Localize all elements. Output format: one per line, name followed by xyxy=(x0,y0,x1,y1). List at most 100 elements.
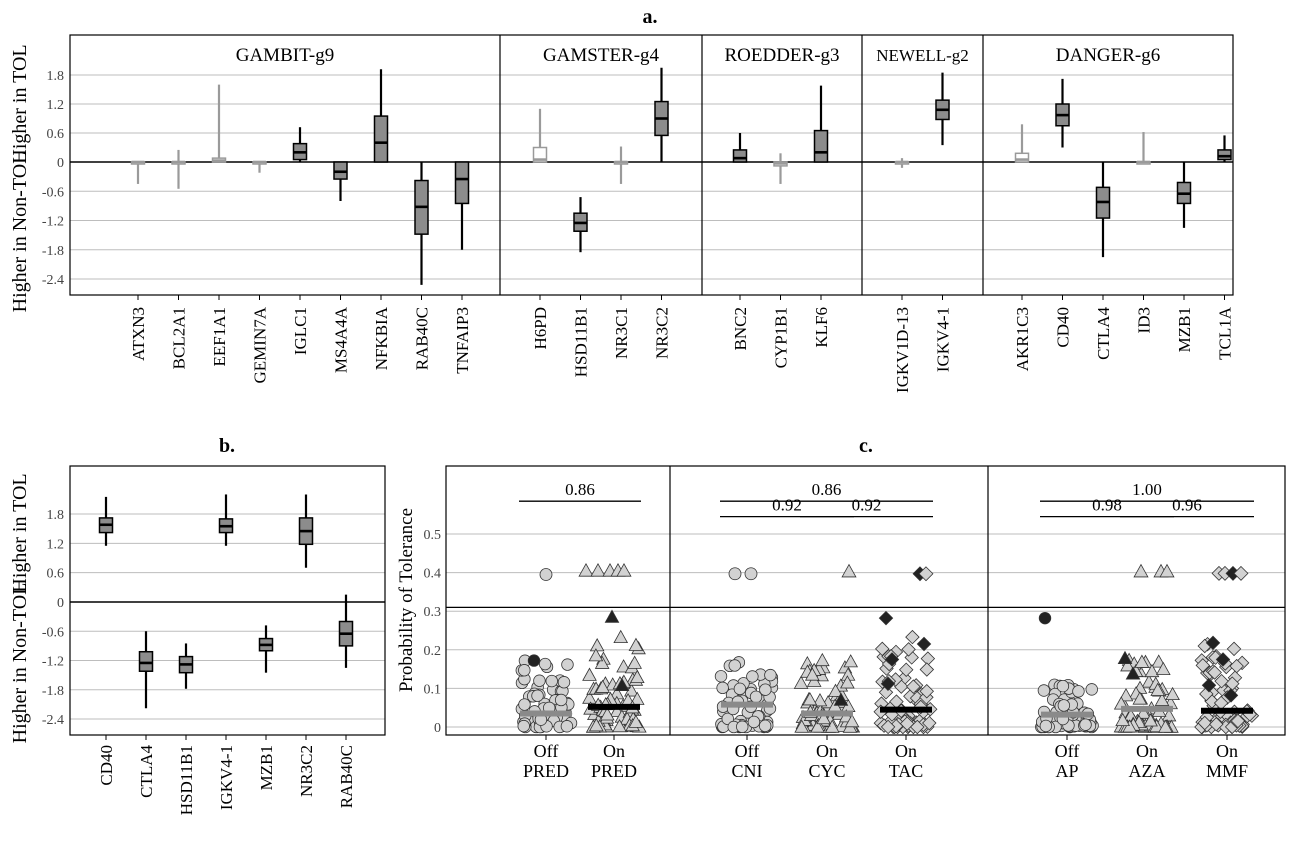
data-point xyxy=(1115,712,1131,727)
y-axis-label: Probability of Tolerance xyxy=(396,508,417,692)
y-tick-label: 0.1 xyxy=(424,682,442,697)
data-point xyxy=(554,693,568,707)
data-point xyxy=(612,718,627,733)
data-point xyxy=(1154,692,1170,706)
data-point xyxy=(1150,682,1166,696)
x-tick-label: RAB40C xyxy=(337,745,356,808)
data-point xyxy=(880,719,896,735)
y-tick-label: 1.8 xyxy=(47,69,65,84)
y-tick-label: 0 xyxy=(434,721,441,736)
data-point xyxy=(764,668,777,682)
iqr-box xyxy=(1014,152,1030,163)
panel-c-frame xyxy=(445,465,1286,736)
y-tick-label: -1.2 xyxy=(42,215,64,230)
x-tick-label-line2: AZA xyxy=(1129,761,1166,781)
data-point xyxy=(1056,679,1070,693)
data-point xyxy=(1134,654,1150,668)
y-tick-label: -0.6 xyxy=(42,625,64,640)
data-point xyxy=(922,715,937,731)
x-tick-label: NR3C2 xyxy=(653,307,672,359)
x-tick-label: CTLA4 xyxy=(1094,307,1113,360)
data-point xyxy=(518,664,531,677)
data-point xyxy=(898,662,914,678)
data-point xyxy=(1195,658,1211,673)
data-point xyxy=(1226,641,1242,657)
data-point xyxy=(1118,688,1134,702)
y-tick-label: 0.5 xyxy=(424,528,442,543)
x-tick-label-line2: CYC xyxy=(808,761,845,781)
data-point xyxy=(1037,684,1051,697)
data-point xyxy=(614,677,630,692)
x-tick-label: AKR1C3 xyxy=(1013,307,1032,371)
x-tick-label-line1: On xyxy=(603,741,625,761)
data-point xyxy=(875,641,890,657)
data-point xyxy=(538,657,552,671)
data-point xyxy=(628,714,644,728)
x-tick-label-line2: PRED xyxy=(523,761,569,781)
x-tick-label: BCL2A1 xyxy=(170,307,189,369)
data-point xyxy=(599,707,615,721)
p-value-label: 0.96 xyxy=(1172,496,1202,515)
data-point xyxy=(616,562,632,577)
y-tick-label: 1.2 xyxy=(47,537,65,552)
y-tick-label: 0 xyxy=(57,596,64,611)
x-tick-label: HSD11B1 xyxy=(177,745,196,815)
data-point xyxy=(880,676,896,692)
p-value-label: 0.86 xyxy=(565,480,595,499)
data-point xyxy=(1143,713,1158,727)
x-tick-label: KLF6 xyxy=(812,307,831,348)
data-point xyxy=(589,638,605,652)
iqr-box xyxy=(454,161,470,205)
y-label-top: Higher in TOL xyxy=(9,44,31,163)
data-point xyxy=(561,658,574,671)
data-point xyxy=(920,651,936,666)
data-point xyxy=(793,675,809,689)
panel-b-frame xyxy=(69,465,386,736)
data-point xyxy=(527,654,541,667)
x-tick-label-line2: TAC xyxy=(889,761,924,781)
data-point xyxy=(747,715,761,729)
data-point xyxy=(1122,719,1138,733)
data-point xyxy=(582,690,597,704)
data-point xyxy=(1215,652,1231,667)
panel-a-title: a. xyxy=(643,6,658,28)
data-point xyxy=(1057,699,1071,712)
y-label-bottom: Higher in Non-TOL xyxy=(9,583,31,744)
data-point xyxy=(629,669,645,684)
y-tick-label: -1.2 xyxy=(42,655,64,670)
x-tick-label-line1: On xyxy=(895,741,917,761)
data-point xyxy=(828,683,843,697)
data-point xyxy=(905,629,920,645)
data-point xyxy=(1144,663,1160,678)
data-point xyxy=(749,690,763,704)
data-point xyxy=(910,719,925,735)
data-point xyxy=(918,566,934,582)
x-tick-label-line1: Off xyxy=(735,741,760,761)
data-point xyxy=(628,637,644,651)
x-tick-label: MZB1 xyxy=(1175,307,1194,352)
data-point xyxy=(884,652,900,667)
data-point xyxy=(1205,635,1221,651)
x-tick-label: GEMIN7A xyxy=(251,306,270,383)
x-tick-label: MS4A4A xyxy=(332,306,351,373)
data-point xyxy=(613,629,629,644)
data-point xyxy=(588,648,604,662)
data-point xyxy=(1209,717,1224,732)
data-point xyxy=(1158,719,1173,733)
data-point xyxy=(714,670,728,683)
data-point xyxy=(582,667,597,681)
y-tick-label: 1.8 xyxy=(47,508,65,523)
iqr-box xyxy=(813,129,829,163)
data-point xyxy=(1223,688,1239,703)
data-point xyxy=(844,713,860,728)
data-point xyxy=(1132,691,1148,705)
iqr-box xyxy=(732,149,748,163)
data-point xyxy=(560,720,574,733)
data-point xyxy=(557,676,571,689)
data-point xyxy=(840,675,855,689)
y-tick-label: -0.6 xyxy=(42,185,64,200)
x-tick-label-line2: MMF xyxy=(1206,761,1248,781)
data-point xyxy=(1161,708,1177,722)
data-point xyxy=(545,674,558,688)
